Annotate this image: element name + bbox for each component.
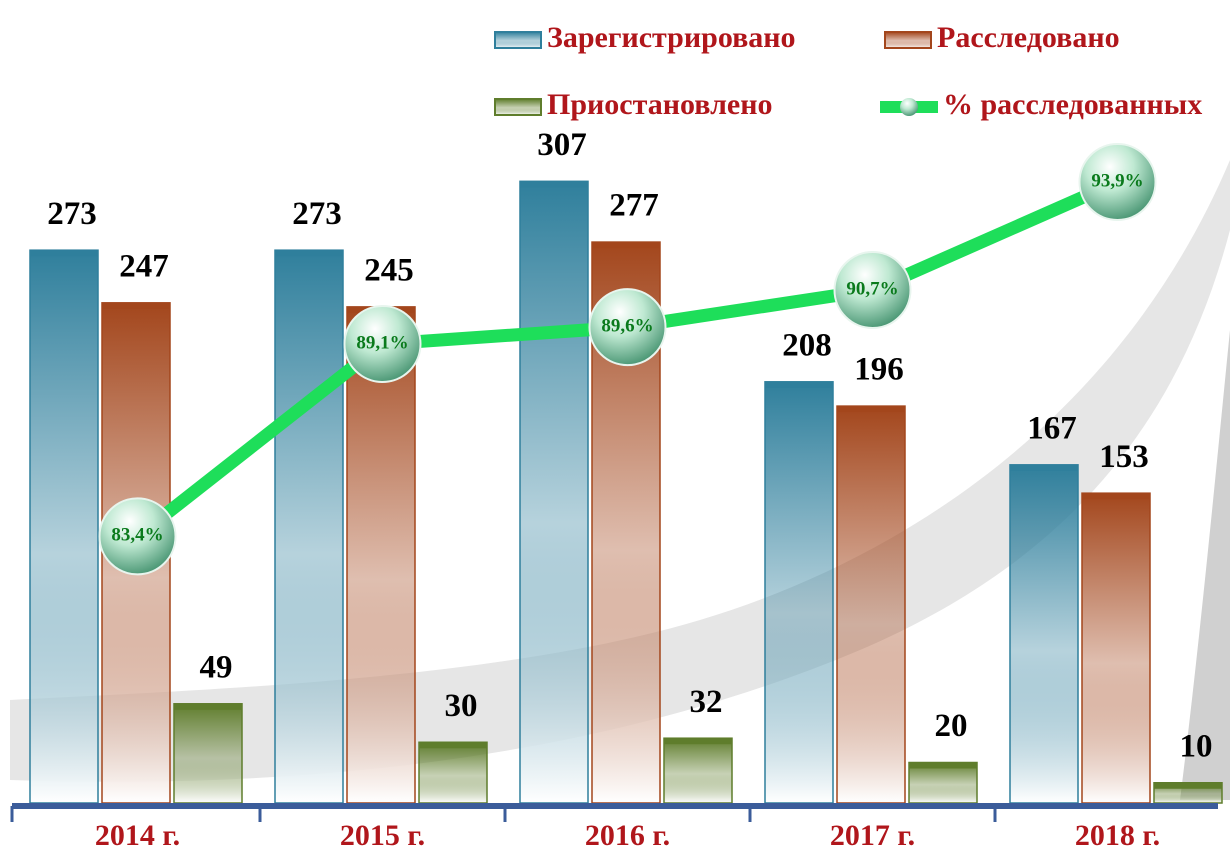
bar — [908, 761, 978, 804]
value-label: 32 — [690, 684, 723, 720]
legend-label: Расследовано — [937, 21, 1120, 54]
bar-cap — [1082, 493, 1150, 500]
value-label: 277 — [609, 188, 659, 224]
legend-swatch — [494, 98, 542, 116]
value-label: 273 — [292, 196, 342, 232]
bar-cap — [174, 703, 242, 710]
x-tick-label: 2016 г. — [585, 819, 670, 852]
value-label: 247 — [119, 248, 169, 284]
value-label: 196 — [854, 352, 904, 388]
value-label: 245 — [364, 252, 414, 288]
bar-cap — [837, 406, 905, 413]
bar — [1081, 492, 1151, 804]
value-label: 208 — [782, 327, 832, 363]
value-label: 83,4% — [111, 525, 163, 546]
x-tick-label: 2014 г. — [95, 819, 180, 852]
legend: Зарегистрировано Расследовано Приостановле… — [494, 21, 1202, 121]
bar — [764, 381, 834, 804]
bar — [663, 737, 733, 804]
value-label: 167 — [1027, 410, 1077, 446]
legend-swatch — [900, 98, 918, 116]
value-label: 90,7% — [846, 278, 898, 299]
value-label: 153 — [1099, 439, 1149, 475]
bar — [274, 249, 344, 804]
bar-cap — [102, 302, 170, 309]
bar — [346, 306, 416, 804]
bar-cap — [419, 742, 487, 749]
bar-cap — [1154, 782, 1222, 789]
value-label: 30 — [445, 688, 478, 724]
bar — [418, 741, 488, 804]
value-label: 89,1% — [356, 332, 408, 353]
bar-cap — [664, 738, 732, 745]
background-shape — [1180, 330, 1230, 800]
value-label: 273 — [47, 196, 97, 232]
x-tick-label: 2015 г. — [340, 819, 425, 852]
x-tick-label: 2018 г. — [1075, 819, 1160, 852]
bar — [836, 405, 906, 804]
legend-label: % расследованных — [943, 88, 1202, 121]
value-label: 307 — [537, 127, 587, 163]
bar — [1009, 464, 1079, 804]
x-tick-label: 2017 г. — [830, 819, 915, 852]
line-marker — [1078, 143, 1157, 221]
value-label: 10 — [1180, 728, 1213, 764]
line-marker — [588, 288, 667, 367]
bar — [519, 180, 589, 804]
legend-swatch — [884, 31, 932, 49]
plot: 273 273 307 208 167 247 245 277 196 153 49 30 32 20 10… — [10, 127, 1223, 852]
legend-label: Приостановлено — [547, 88, 773, 121]
bar-cap — [1010, 464, 1078, 471]
bar-cap — [275, 250, 343, 257]
line-marker — [343, 305, 422, 383]
bar-cap — [520, 181, 588, 188]
bar-cap — [909, 762, 977, 769]
value-label: 93,9% — [1091, 170, 1143, 191]
bar-cap — [592, 242, 660, 249]
bar-cap — [765, 381, 833, 388]
value-label: 49 — [200, 649, 233, 685]
bar — [29, 249, 99, 804]
bar — [173, 703, 243, 804]
legend-swatch — [494, 31, 542, 49]
line-marker — [833, 251, 912, 329]
value-label: 20 — [935, 708, 968, 744]
value-label: 89,6% — [601, 315, 653, 336]
line-marker — [98, 497, 177, 576]
bar-cap — [30, 250, 98, 257]
legend-label: Зарегистрировано — [547, 21, 796, 54]
